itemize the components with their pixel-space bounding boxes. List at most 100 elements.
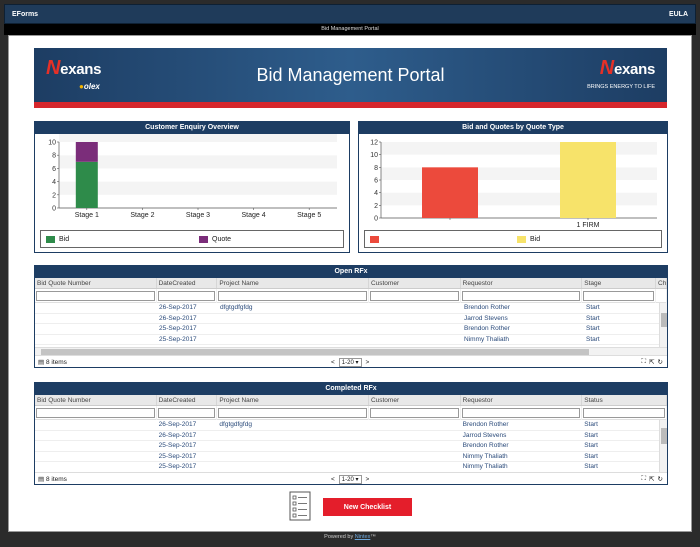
export-icon[interactable]: ⇱ bbox=[649, 359, 655, 366]
column-filter-input[interactable] bbox=[218, 290, 367, 301]
filter-cell bbox=[157, 405, 218, 420]
column-header[interactable]: Ch bbox=[658, 278, 667, 288]
column-filter-input[interactable] bbox=[461, 290, 581, 301]
completed-rfx-body: 26-Sep-2017 dfgtgdfgfdg Brendon Rother Star… bbox=[35, 420, 667, 472]
next-page-icon[interactable]: > bbox=[365, 358, 370, 366]
column-header[interactable]: Stage bbox=[582, 278, 657, 288]
column-header[interactable]: Project Name bbox=[217, 395, 369, 405]
table-cell bbox=[35, 314, 157, 324]
prev-page-icon[interactable]: < bbox=[331, 475, 335, 483]
completed-rfx-vscroll[interactable] bbox=[659, 420, 667, 472]
open-rfx-title: Open RFx bbox=[35, 266, 667, 278]
table-cell bbox=[369, 452, 461, 462]
firm-swatch bbox=[370, 235, 379, 243]
table-cell: Start bbox=[586, 325, 600, 332]
table-cell bbox=[369, 441, 461, 451]
table-row[interactable]: 25-Sep-2017 Brendon Rother Start bbox=[35, 441, 667, 452]
bar-series-0-0[interactable] bbox=[422, 167, 478, 218]
column-header[interactable]: Bid Quote Number bbox=[35, 278, 157, 288]
filter-cell bbox=[461, 288, 583, 303]
column-header[interactable]: Customer bbox=[369, 395, 461, 405]
table-row[interactable]: 25-Sep-2017 Nimmy Thaliath Start bbox=[35, 462, 667, 472]
table-cell: 25-Sep-2017 bbox=[159, 325, 197, 332]
column-header[interactable]: Project Name bbox=[217, 278, 369, 288]
y-tick-label: 6 bbox=[52, 166, 56, 173]
bar-quote-0[interactable] bbox=[75, 142, 98, 162]
next-page-icon[interactable]: > bbox=[365, 475, 370, 483]
table-row[interactable]: 25-Sep-2017 Nimmy Thaliath Start bbox=[35, 452, 667, 462]
legend-item-bid[interactable]: Bid bbox=[46, 235, 69, 243]
filter-cell bbox=[217, 288, 369, 303]
table-cell: Nimmy Thaliath bbox=[462, 452, 508, 460]
legend-item-bid-2[interactable]: Bid bbox=[517, 235, 540, 243]
y-tick-label: 8 bbox=[374, 165, 378, 172]
table-cell: Start bbox=[584, 442, 598, 449]
bar-bid-0[interactable] bbox=[75, 161, 98, 208]
table-cell bbox=[35, 335, 157, 345]
table-cell: 25-Sep-2017 bbox=[158, 452, 197, 460]
legend-item-quote[interactable]: Quote bbox=[199, 235, 231, 243]
column-filter-input[interactable] bbox=[461, 407, 581, 418]
y-tick-label: 10 bbox=[48, 140, 56, 147]
refresh-icon[interactable]: ↻ bbox=[657, 359, 663, 366]
nintex-link[interactable]: Nintex bbox=[354, 534, 371, 540]
new-checklist-button[interactable]: New Checklist bbox=[323, 498, 412, 516]
brand-tagline: BRINGS ENERGY TO LIFE bbox=[587, 84, 655, 90]
bar-bid-1[interactable] bbox=[560, 142, 616, 218]
y-tick-label: 12 bbox=[370, 140, 378, 147]
table-cell bbox=[217, 441, 369, 451]
export-icon[interactable]: ⇱ bbox=[649, 476, 655, 483]
column-filter-input[interactable] bbox=[369, 407, 459, 418]
page-size-select[interactable]: 1-20 ▾ bbox=[338, 474, 362, 484]
app-name[interactable]: EForms bbox=[12, 10, 39, 18]
table-cell bbox=[35, 441, 157, 451]
filter-cell bbox=[369, 288, 461, 303]
x-tick-label: Stage 4 bbox=[242, 212, 266, 219]
portal-frame: Nexans ●olex Bid Management Portal Nexan… bbox=[8, 35, 692, 532]
column-header[interactable]: DateCreated bbox=[157, 278, 218, 288]
column-header[interactable]: Bid Quote Number bbox=[35, 395, 157, 405]
chart2-title: Bid and Quotes by Quote Type bbox=[359, 122, 667, 134]
completed-rfx-pager: ▤ 8 items < 1-20 ▾ > ⛶ ⇱ ↻ bbox=[35, 472, 667, 485]
table-cell: Start bbox=[584, 431, 598, 439]
page-size-select[interactable]: 1-20 ▾ bbox=[338, 357, 362, 367]
y-tick-label: 6 bbox=[374, 178, 378, 185]
refresh-icon[interactable]: ↻ bbox=[657, 476, 663, 483]
open-rfx-vscroll[interactable] bbox=[659, 303, 667, 347]
column-filter-input[interactable] bbox=[583, 407, 665, 418]
column-header[interactable]: Status bbox=[582, 395, 667, 405]
table-row[interactable]: 25-Sep-2017 Brendon Rother Start bbox=[35, 324, 667, 335]
page-title: Bid Management Portal bbox=[256, 65, 445, 85]
column-header[interactable]: Requestor bbox=[461, 395, 583, 405]
column-filter-input[interactable] bbox=[36, 290, 155, 301]
column-filter-input[interactable] bbox=[157, 407, 216, 418]
column-header[interactable]: DateCreated bbox=[157, 395, 218, 405]
checklist-icon[interactable] bbox=[289, 491, 311, 521]
eula-link[interactable]: EULA bbox=[668, 10, 688, 18]
expand-icon[interactable]: ⛶ bbox=[641, 358, 647, 365]
prev-page-icon[interactable]: < bbox=[331, 358, 335, 366]
chart2-legend: Bid bbox=[364, 230, 662, 248]
column-filter-input[interactable] bbox=[218, 407, 367, 418]
column-filter-input[interactable] bbox=[583, 290, 655, 301]
table-row[interactable]: 26-Sep-2017 Jarrod Stevens Start bbox=[35, 431, 667, 441]
table-row[interactable]: 26-Sep-2017 dfgtgdfgfdg Brendon Rother Star… bbox=[35, 303, 667, 314]
column-header[interactable]: Requestor bbox=[461, 278, 583, 288]
filter-cell bbox=[157, 288, 218, 303]
open-rfx-hscroll[interactable] bbox=[35, 347, 667, 355]
open-rfx-body: 26-Sep-2017 dfgtgdfgfdg Brendon Rother Star… bbox=[35, 303, 667, 347]
expand-icon[interactable]: ⛶ bbox=[641, 475, 647, 482]
legend-item-firm[interactable] bbox=[370, 235, 383, 243]
column-filter-input[interactable] bbox=[157, 290, 216, 301]
column-header[interactable]: Customer bbox=[369, 278, 461, 288]
table-row[interactable]: 25-Sep-2017 Nimmy Thaliath Start bbox=[35, 335, 667, 345]
table-cell bbox=[218, 335, 370, 345]
table-row[interactable]: 26-Sep-2017 Jarrod Stevens Start bbox=[35, 314, 667, 324]
table-row[interactable]: 26-Sep-2017 dfgtgdfgfdg Brendon Rother Star… bbox=[35, 420, 667, 431]
table-cell bbox=[370, 324, 462, 334]
filter-cell bbox=[35, 405, 157, 420]
column-filter-input[interactable] bbox=[369, 290, 459, 301]
column-filter-input[interactable] bbox=[36, 407, 155, 418]
table-cell: Start bbox=[584, 463, 598, 470]
table-cell bbox=[35, 431, 157, 441]
